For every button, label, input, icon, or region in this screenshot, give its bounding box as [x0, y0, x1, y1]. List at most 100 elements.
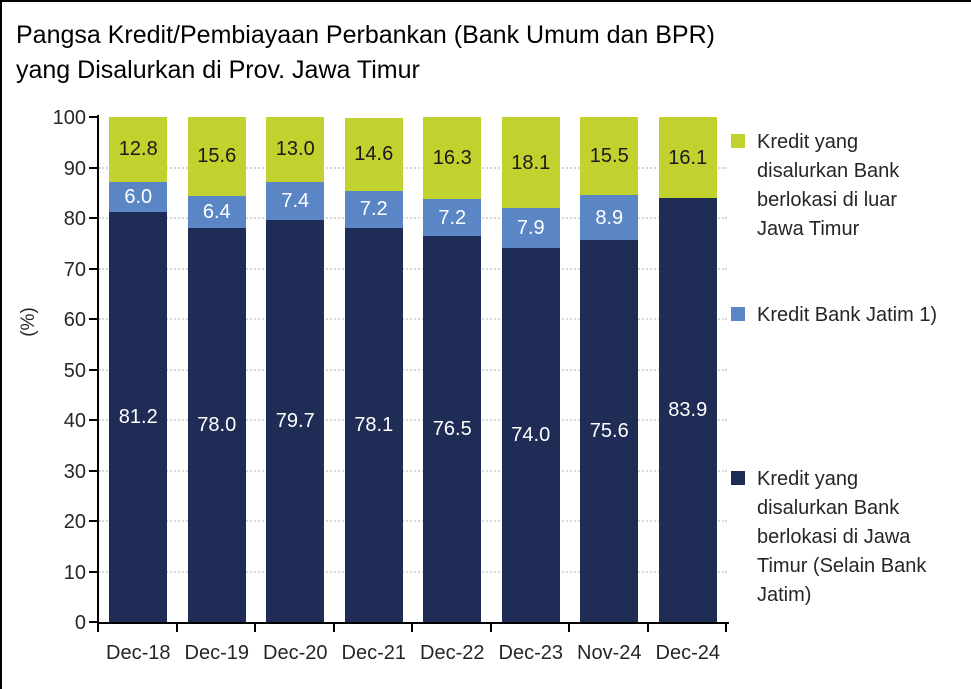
data-label: 12.8: [118, 138, 158, 161]
bar-segment: 74.0: [501, 248, 560, 622]
bar-segment: 79.7: [266, 219, 325, 622]
bar-segment: 76.5: [423, 235, 482, 622]
y-tick-label: 70: [63, 258, 86, 281]
x-tick-label-Dec-20: Dec-20: [263, 642, 328, 664]
y-tick-label: 30: [63, 460, 86, 483]
x-tick-label-Dec-19: Dec-19: [184, 642, 249, 664]
x-tick-label-Dec-18: Dec-18: [106, 642, 171, 664]
data-label: 75.6: [589, 420, 629, 443]
data-label: 83.9: [668, 399, 708, 422]
gridline: [99, 267, 727, 270]
x-tick-mark: [254, 624, 256, 632]
legend-label: Kredit yang disalurkan Bank berlokasi di…: [757, 131, 900, 240]
data-label: 7.9: [516, 217, 545, 240]
bar-Dec-21: 78.1 7.2 14.6: [344, 117, 403, 622]
plot-area: 81.2 6.0 12.8 78.0 6.4 15.6 79.7 7.4 13.0 78.1 7.2…: [99, 116, 727, 622]
y-tick-mark: [89, 368, 97, 371]
y-tick-label: 90: [63, 157, 86, 180]
bar-segment: 7.2: [423, 199, 482, 236]
x-tick-mark: [489, 624, 492, 632]
data-label: 78.0: [197, 414, 237, 437]
gridline: [99, 166, 727, 169]
x-tick-mark: [411, 624, 413, 632]
y-tick-mark: [89, 116, 97, 118]
bar-segment: 7.2: [344, 191, 403, 228]
legend-swatch: [731, 307, 745, 321]
data-label: 7.4: [281, 189, 310, 212]
y-tick-label: 0: [74, 612, 86, 634]
legend-label: Kredit Bank Jatim 1): [757, 304, 938, 326]
gridline: [99, 217, 727, 219]
x-tick-label-Dec-21: Dec-21: [341, 642, 406, 664]
y-tick-label: 40: [63, 410, 86, 432]
gridline: [99, 318, 727, 320]
y-tick-label: 50: [63, 359, 86, 382]
x-tick-label-Dec-22: Dec-22: [420, 642, 485, 664]
data-label: 6.0: [124, 185, 153, 208]
y-tick-mark: [89, 267, 97, 270]
y-tick-mark: [89, 520, 97, 522]
y-tick-label: 20: [63, 511, 86, 533]
bar-segment: 15.5: [580, 117, 639, 196]
data-label: 16.3: [432, 147, 472, 170]
data-label: 74.0: [511, 424, 551, 447]
data-label: 15.6: [197, 145, 237, 168]
y-tick-mark: [89, 621, 97, 623]
data-label: 16.1: [668, 146, 708, 169]
data-label: 6.4: [202, 200, 231, 223]
legend-item: Kredit yang disalurkan Bank berlokasi di…: [731, 465, 943, 610]
bar-Dec-19: 78.0 6.4 15.6: [187, 117, 246, 622]
data-label: 7.2: [438, 206, 467, 229]
data-label: 13.0: [275, 138, 315, 161]
bar-Nov-24: 75.6 8.9 15.5: [580, 117, 639, 622]
y-tick-mark: [89, 570, 97, 573]
bar-segment: 16.1: [658, 117, 717, 199]
bar-Dec-18: 81.2 6.0 12.8: [109, 117, 168, 622]
bar-segment: 83.9: [658, 198, 717, 622]
gridline: [99, 368, 727, 371]
y-tick-label: 10: [63, 561, 86, 584]
y-axis-line: [97, 115, 99, 624]
data-label: 14.6: [354, 143, 394, 166]
bar-segment: 7.9: [501, 208, 560, 249]
y-tick-label: 60: [63, 309, 86, 331]
x-tick-mark: [725, 624, 727, 632]
bar-segment: 18.1: [501, 117, 560, 209]
bar-Dec-23: 74.0 7.9 18.1: [501, 117, 560, 622]
chart-title: Pangsa Kredit/Pembiayaan Perbankan (Bank…: [16, 18, 715, 88]
legend-swatch: [731, 471, 745, 485]
bar-segment: 12.8: [109, 117, 168, 182]
legend-label: Kredit yang disalurkan Bank berlokasi di…: [757, 468, 927, 606]
x-tick-mark: [175, 624, 178, 632]
x-axis-line: [97, 622, 729, 624]
chart-title-line2: yang Disalurkan di Prov. Jawa Timur: [16, 56, 420, 84]
y-tick-mark: [89, 166, 97, 169]
bar-segment: 78.1: [344, 227, 403, 622]
x-tick-label-Nov-24: Nov-24: [577, 642, 642, 664]
bar-segment: 78.0: [187, 228, 246, 622]
bar-segment: 6.0: [109, 181, 168, 212]
bar-segment: 8.9: [580, 195, 639, 241]
y-tick-mark: [89, 318, 97, 320]
y-tick-mark: [89, 469, 97, 472]
bar-segment: 13.0: [266, 116, 325, 183]
gridline: [99, 469, 727, 472]
x-tick-mark: [646, 624, 649, 632]
data-label: 18.1: [511, 151, 551, 174]
legend-item: Kredit Bank Jatim 1): [731, 301, 937, 330]
x-tick-label-Dec-23: Dec-23: [498, 642, 563, 664]
bar-segment: 16.3: [423, 117, 482, 200]
data-label: 79.7: [275, 409, 315, 432]
gridline: [99, 419, 727, 421]
legend-swatch: [731, 134, 745, 148]
bar-segment: 14.6: [344, 117, 403, 192]
y-tick-mark: [89, 217, 97, 219]
x-tick-mark: [568, 624, 570, 632]
y-tick-label: 80: [63, 208, 86, 230]
data-label: 78.1: [354, 413, 394, 436]
x-tick-mark: [332, 624, 335, 632]
x-tick-mark: [97, 624, 99, 632]
bar-segment: 7.4: [266, 182, 325, 220]
data-label: 76.5: [432, 417, 472, 440]
